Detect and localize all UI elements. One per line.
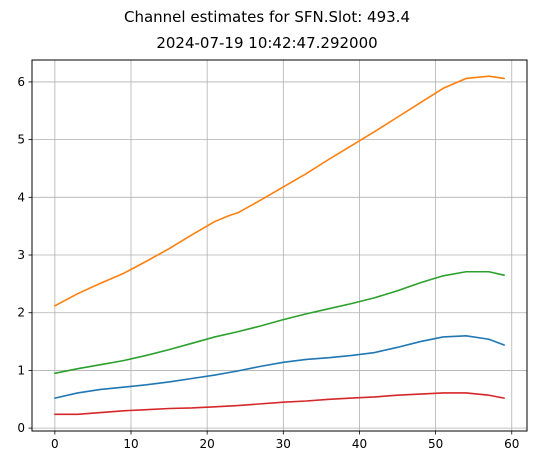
x-tick-label: 50	[428, 437, 443, 451]
x-tick-label: 20	[200, 437, 215, 451]
series-line-3	[54, 270, 505, 375]
y-tick-label: 5	[17, 133, 25, 147]
x-tick-label: 0	[51, 437, 59, 451]
series-line-4	[54, 392, 505, 416]
chart-title: Channel estimates for SFN.Slot: 493.4	[124, 8, 410, 26]
chart-subtitle: 2024-07-19 10:42:47.292000	[156, 34, 378, 52]
y-tick-label: 0	[17, 421, 25, 435]
y-tick-label: 1	[17, 363, 25, 377]
series-lines	[54, 75, 505, 416]
x-tick-label: 30	[276, 437, 291, 451]
series-line-2	[54, 75, 505, 307]
series-line-1	[54, 334, 505, 399]
y-tick-label: 6	[17, 75, 25, 89]
axis-ticks: 0 10 20 30 40 50 60 0 1 2 3 4 5 6	[17, 75, 519, 451]
x-tick-label: 60	[504, 437, 519, 451]
grid	[32, 60, 527, 431]
plot-frame	[31, 59, 528, 432]
y-tick-label: 2	[17, 306, 25, 320]
y-tick-label: 4	[17, 190, 25, 204]
y-tick-label: 3	[17, 248, 25, 262]
x-tick-label: 10	[123, 437, 138, 451]
x-tick-label: 40	[352, 437, 367, 451]
